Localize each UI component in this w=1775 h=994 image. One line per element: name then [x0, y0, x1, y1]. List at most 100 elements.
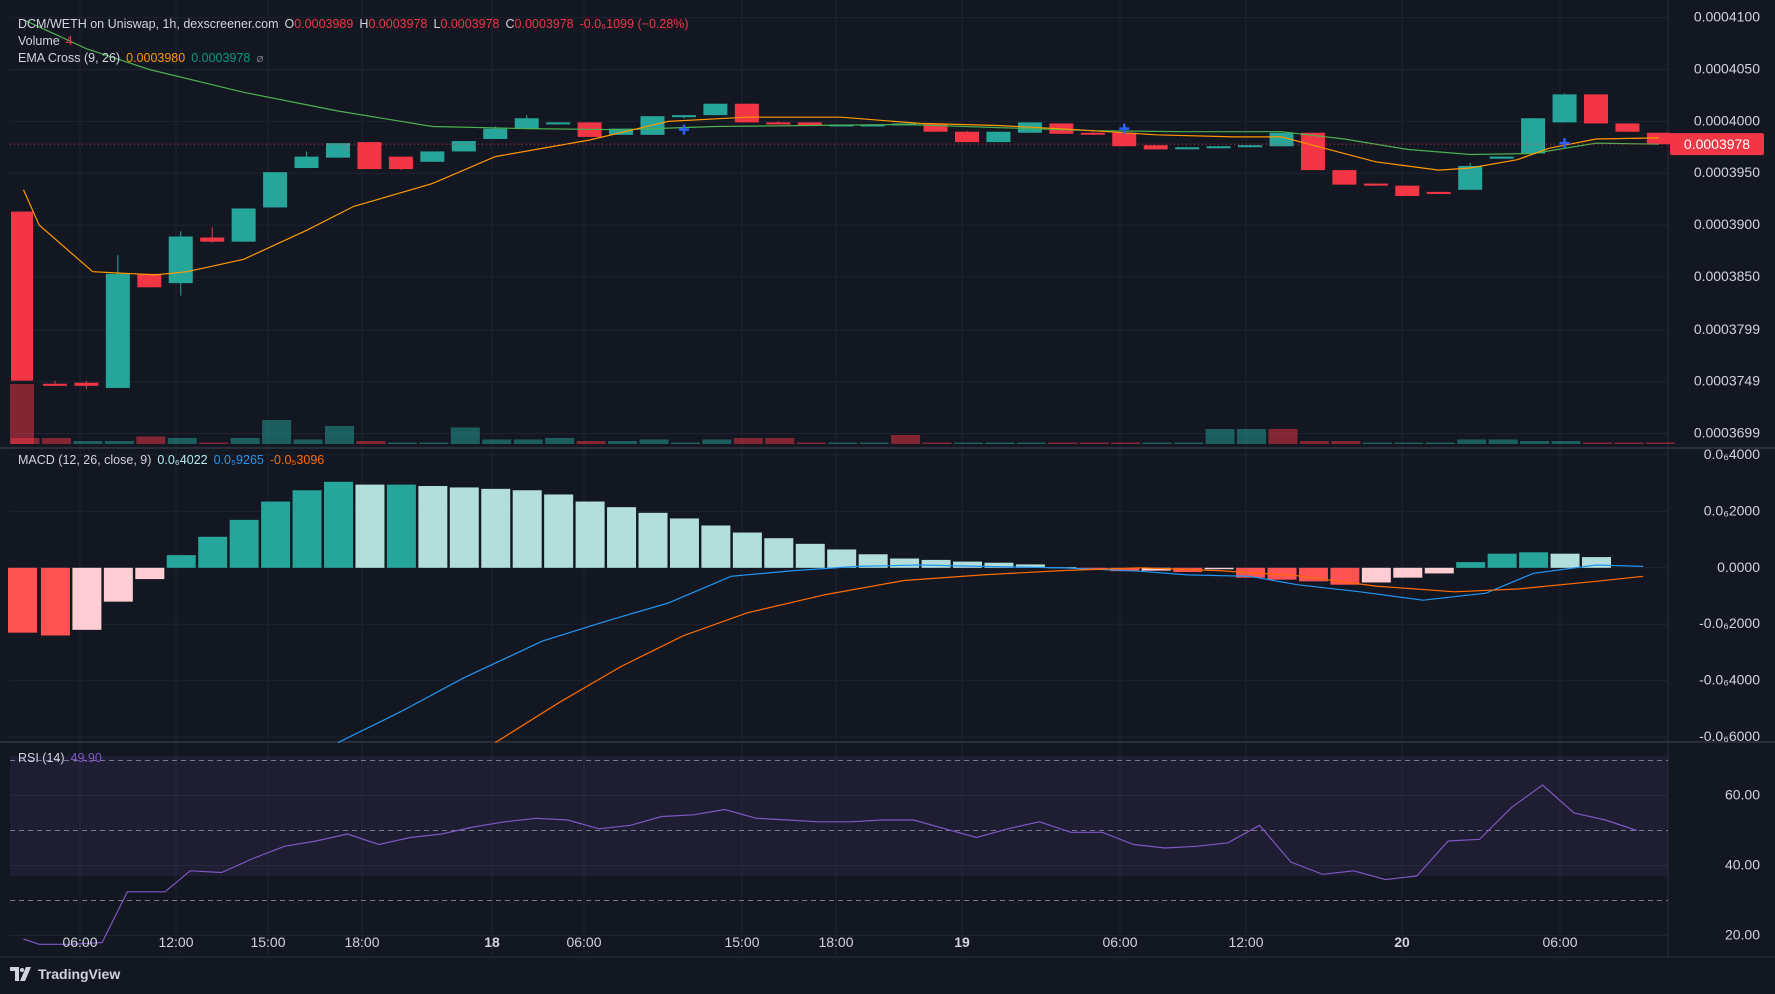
- eye-off-icon[interactable]: ⌀: [256, 51, 264, 65]
- ema-legend[interactable]: EMA Cross (9, 26) 0.0003980 0.0003978 ⌀: [18, 51, 264, 65]
- macd-histogram-bar: [1015, 564, 1045, 568]
- axis-tick-label: 0.0003799: [1694, 321, 1760, 337]
- volume-bar: [1237, 429, 1267, 444]
- volume-legend-value: 4: [65, 34, 73, 48]
- macd-histogram-bar: [1110, 567, 1140, 572]
- time-tick-label: 06:00: [1542, 934, 1577, 950]
- macd-histogram-bar: [827, 549, 857, 568]
- candle-body: [797, 122, 822, 126]
- volume-bar: [985, 442, 1015, 444]
- rsi-legend[interactable]: RSI (14) 49.90: [18, 751, 102, 765]
- volume-bar: [891, 435, 921, 444]
- rsi-band-fill: [10, 756, 1668, 876]
- tradingview-logo[interactable]: TradingView: [10, 966, 120, 982]
- time-tick-label: 12:00: [1228, 934, 1263, 950]
- candle-body: [11, 211, 33, 381]
- macd-histogram-bar: [1519, 552, 1549, 568]
- axis-tick-label: -0.0₆2000: [1699, 615, 1760, 631]
- candle-body: [1332, 170, 1357, 185]
- volume-bar: [922, 442, 952, 444]
- time-tick-label: 18: [484, 934, 500, 950]
- candle-body: [1238, 145, 1263, 148]
- macd-histogram-bar: [890, 558, 920, 568]
- axis-tick-label: 0.0003850: [1694, 268, 1760, 284]
- candle-body: [1458, 165, 1483, 190]
- macd-histogram-bar: [481, 488, 511, 568]
- candle-body: [294, 156, 319, 169]
- time-tick-label: 06:00: [566, 934, 601, 950]
- volume-bar: [1583, 442, 1612, 444]
- volume-bar: [1614, 442, 1644, 444]
- volume-bar: [608, 441, 638, 444]
- macd-histogram-bar: [1141, 567, 1171, 571]
- volume-bar: [1142, 442, 1172, 444]
- candle-body: [1552, 94, 1577, 123]
- macd-histogram-bar: [921, 559, 951, 568]
- volume-bar: [356, 441, 386, 444]
- open-label: O: [284, 17, 295, 31]
- candle-body: [986, 131, 1011, 143]
- axis-tick-label: -0.0₆4000: [1699, 672, 1760, 688]
- last-price-marker: 0.0003978: [1670, 133, 1764, 156]
- volume-bar: [262, 420, 292, 444]
- main-legend: DCM/WETH on Uniswap, 1h, dexscreener.com…: [18, 17, 689, 31]
- ema-cross-marker: [1119, 123, 1130, 134]
- axis-tick-label: 0.0003699: [1694, 425, 1760, 441]
- candle-body: [1363, 183, 1388, 186]
- macd-histogram-bar: [669, 518, 699, 568]
- volume-bar: [1268, 429, 1298, 444]
- volume-legend[interactable]: Volume 4: [18, 34, 73, 48]
- rsi-line: [23, 784, 1638, 945]
- candle-body: [263, 172, 288, 208]
- macd-histogram-bar: [1393, 567, 1423, 578]
- macd-histogram-bar: [103, 567, 133, 602]
- time-tick-label: 06:00: [1102, 934, 1137, 950]
- volume-bar: [10, 384, 34, 444]
- volume-bar: [1457, 439, 1487, 444]
- candle-body: [1269, 132, 1294, 147]
- macd-pane: [8, 481, 1644, 744]
- pair-title: DCM/WETH on Uniswap, 1h, dexscreener.com: [18, 17, 279, 31]
- time-tick-label: 12:00: [158, 934, 193, 950]
- macd-histogram-bar: [701, 525, 731, 568]
- low-label: L: [433, 17, 441, 31]
- volume-bar: [1111, 442, 1141, 444]
- macd-histogram-bar: [324, 481, 353, 568]
- candle-body: [451, 141, 476, 152]
- macd-histogram-bar: [355, 484, 385, 568]
- axis-tick-label: 0.0003900: [1694, 216, 1760, 232]
- macd-histogram-bar: [732, 532, 762, 568]
- macd-histogram-bar: [1424, 567, 1454, 574]
- axis-tick-label: 20.00: [1725, 927, 1760, 943]
- macd-histogram-bar: [984, 562, 1014, 568]
- volume-bar: [1645, 442, 1675, 444]
- candle-body: [1521, 118, 1546, 154]
- ema-fast-value: 0.0003980: [126, 51, 186, 65]
- last-price-label: 0.0003978: [1684, 136, 1750, 152]
- volume-bar: [954, 442, 983, 444]
- price-axes: 0.0004100 0.0004050 0.0004000 0.0003950 0.00…: [1694, 9, 1760, 943]
- volume-bar: [419, 442, 449, 444]
- ema-fast-line: [22, 116, 1659, 276]
- volume-bar: [167, 438, 197, 444]
- candle-body: [1395, 185, 1420, 197]
- axis-tick-label: 0.0004100: [1694, 9, 1760, 25]
- macd-histogram-bar: [261, 501, 291, 568]
- ema-cross-marker: [678, 124, 689, 135]
- axis-tick-label: 0.0₆2000: [1704, 502, 1760, 518]
- macd-line: [337, 564, 1644, 744]
- volume-bar: [1299, 441, 1329, 444]
- macd-histogram-bar: [1298, 567, 1328, 582]
- volume-bar: [1174, 442, 1204, 444]
- volume-bar: [765, 438, 795, 444]
- time-tick-label: 20: [1394, 934, 1410, 950]
- volume-bar: [1394, 442, 1424, 444]
- candle-body: [388, 156, 413, 170]
- candle-body: [546, 122, 571, 125]
- macd-legend[interactable]: MACD (12, 26, close, 9) 0.0₆4022 0.0₅926…: [18, 453, 324, 467]
- candle-body: [671, 115, 696, 118]
- tradingview-icon: [10, 967, 31, 981]
- candle-body: [1112, 132, 1137, 147]
- volume-bar: [325, 426, 354, 444]
